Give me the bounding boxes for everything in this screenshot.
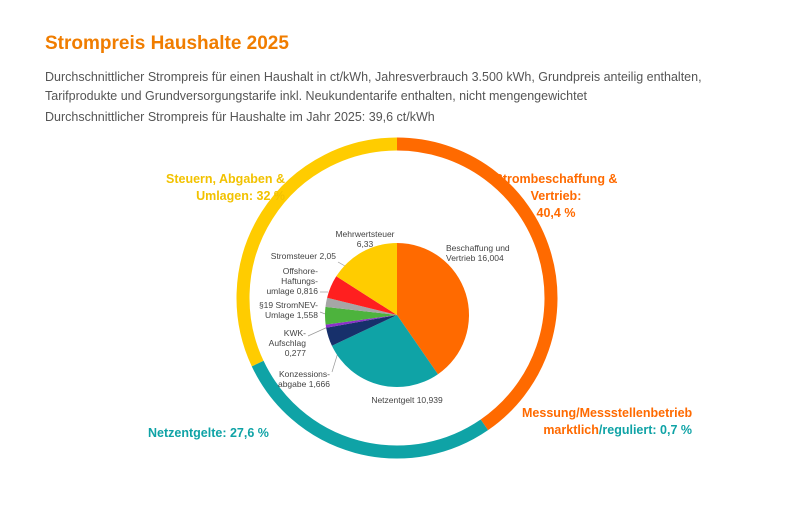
slice-value: 1,558 bbox=[296, 310, 318, 320]
slice-value: 6,33 bbox=[356, 239, 374, 249]
slice-label: Mehrwertsteuer 6,33 bbox=[315, 229, 415, 249]
ring-segment bbox=[251, 360, 489, 459]
slice-value: 1,666 bbox=[308, 379, 330, 389]
slice-value: 0,277 bbox=[284, 348, 306, 358]
pie-slice bbox=[326, 315, 397, 346]
slice-label: Beschaffung und Vertrieb 16,004 bbox=[446, 243, 526, 263]
ring-value: 27,6 % bbox=[229, 426, 269, 440]
pie-slice bbox=[336, 243, 397, 315]
slice-value: 16,004 bbox=[477, 253, 504, 263]
slice-label: KWK-Aufschlag 0,277 bbox=[262, 328, 306, 358]
annotation-part: marktlich bbox=[543, 423, 599, 437]
slice-label: Stromsteuer 2,05 bbox=[236, 251, 336, 261]
slice-value: 2,05 bbox=[319, 251, 336, 261]
slice-name: Offshore-Haftungs-umlage bbox=[266, 266, 318, 296]
slice-label: §19 StromNEV-Umlage 1,558 bbox=[248, 300, 318, 320]
ring-name: Strombeschaffung & Vertrieb: bbox=[494, 172, 618, 203]
annotation-title: Messung/Messstellenbetrieb bbox=[522, 406, 693, 420]
pie-slice bbox=[327, 276, 397, 315]
annotation: Messung/Messstellenbetrieb marktlich/reg… bbox=[522, 405, 692, 439]
ring-value: 40,4 % bbox=[536, 206, 576, 220]
slice-name: Stromsteuer bbox=[270, 251, 318, 261]
pie-slice bbox=[331, 315, 438, 387]
ring-name: Netzentgelte: bbox=[148, 426, 227, 440]
slice-name: Mehrwertsteuer bbox=[335, 229, 395, 239]
slice-name: Konzessions-abgabe bbox=[277, 369, 330, 389]
pie-slice bbox=[325, 315, 397, 328]
slice-name: KWK-Aufschlag bbox=[268, 328, 306, 348]
annotation-part: /reguliert: 0,7 % bbox=[598, 423, 692, 437]
pie-slice bbox=[325, 306, 397, 325]
slice-label: Netzentgelt 10,939 bbox=[362, 395, 452, 405]
ring-name: Steuern, Abgaben & Umlagen: bbox=[166, 172, 285, 203]
slice-name: Netzentgelt bbox=[371, 395, 415, 405]
slice-label: Offshore-Haftungs-umlage 0,816 bbox=[262, 266, 318, 296]
chart-note: Durchschnittlicher Strompreis für Hausha… bbox=[45, 110, 435, 124]
chart-title: Strompreis Haushalte 2025 bbox=[45, 33, 289, 54]
ring-segment bbox=[236, 137, 398, 367]
slice-value: 0,816 bbox=[296, 286, 318, 296]
slice-value: 10,939 bbox=[416, 395, 443, 405]
slice-name: §19 StromNEV-Umlage bbox=[258, 300, 318, 320]
ring-label: Steuern, Abgaben & Umlagen: 32 % bbox=[160, 171, 285, 205]
ring-label: Netzentgelte: 27,6 % bbox=[148, 425, 308, 442]
ring-label: Strombeschaffung & Vertrieb: 40,4 % bbox=[490, 171, 622, 222]
pie-slice bbox=[325, 297, 397, 315]
slice-name: Beschaffung und Vertrieb bbox=[446, 243, 510, 263]
ring-value: 32 % bbox=[256, 189, 286, 203]
chart-subtitle: Durchschnittlicher Strompreis für einen … bbox=[45, 70, 702, 103]
slice-label: Konzessions-abgabe 1,666 bbox=[268, 369, 330, 389]
ring-segment bbox=[396, 137, 558, 431]
pie-slice bbox=[397, 243, 470, 375]
